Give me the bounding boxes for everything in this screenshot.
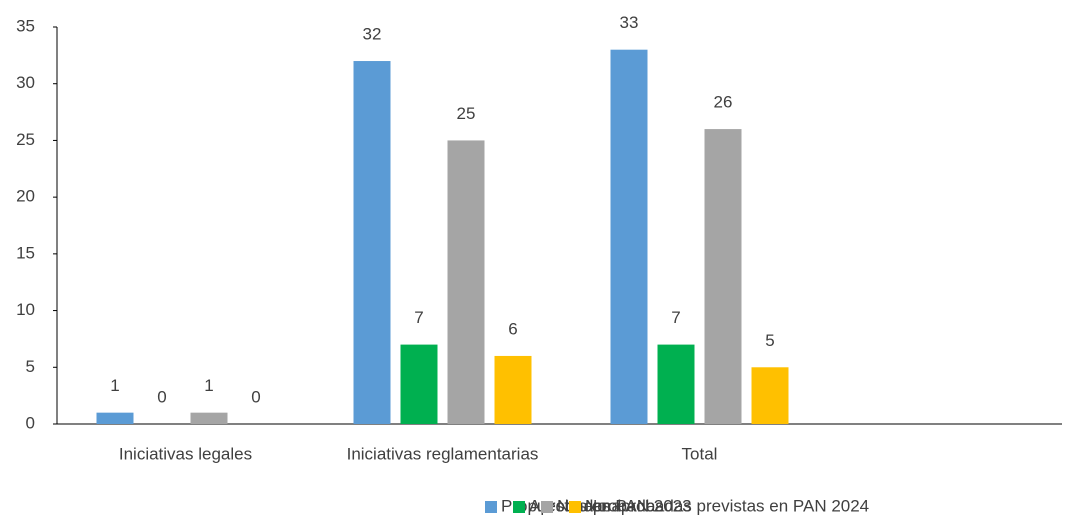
y-tick-label: 15 <box>16 243 35 262</box>
bar <box>610 49 648 424</box>
data-label: 7 <box>414 308 423 327</box>
bar <box>704 129 742 425</box>
x-tick-label: Iniciativas reglamentarias <box>347 444 539 463</box>
data-label: 1 <box>110 376 119 395</box>
bar <box>751 367 789 424</box>
data-label: 5 <box>765 331 774 350</box>
legend-label: No aprobadas previstas en PAN 2024 <box>585 496 869 515</box>
legend-swatch <box>513 501 525 513</box>
bar <box>96 412 134 424</box>
legend-label: No aprobadas <box>557 496 664 515</box>
data-label: 7 <box>671 308 680 327</box>
data-label: 33 <box>620 13 639 32</box>
y-tick-label: 5 <box>26 357 35 376</box>
bar <box>353 61 391 425</box>
data-label: 32 <box>363 25 382 44</box>
bar <box>494 355 532 424</box>
x-tick-label: Iniciativas legales <box>119 444 252 463</box>
y-tick-label: 10 <box>16 300 35 319</box>
data-label: 0 <box>157 387 166 406</box>
y-tick-label: 25 <box>16 130 35 149</box>
y-tick-label: 35 <box>16 16 35 35</box>
legend-swatch <box>569 501 581 513</box>
bar <box>657 344 695 424</box>
data-label: 26 <box>714 93 733 112</box>
y-tick-label: 0 <box>26 413 35 432</box>
legend-swatch <box>541 501 553 513</box>
y-tick-label: 20 <box>16 187 35 206</box>
y-tick-label: 30 <box>16 73 35 92</box>
data-label: 25 <box>457 104 476 123</box>
x-tick-label: Total <box>682 444 718 463</box>
legend: Propuestas en PAN 2023AprobadasNo aproba… <box>485 496 869 515</box>
bar <box>447 140 485 424</box>
bar <box>190 412 228 424</box>
data-label: 1 <box>204 376 213 395</box>
bar <box>400 344 438 424</box>
data-label: 0 <box>251 387 260 406</box>
data-label: 6 <box>508 319 517 338</box>
legend-swatch <box>485 501 497 513</box>
